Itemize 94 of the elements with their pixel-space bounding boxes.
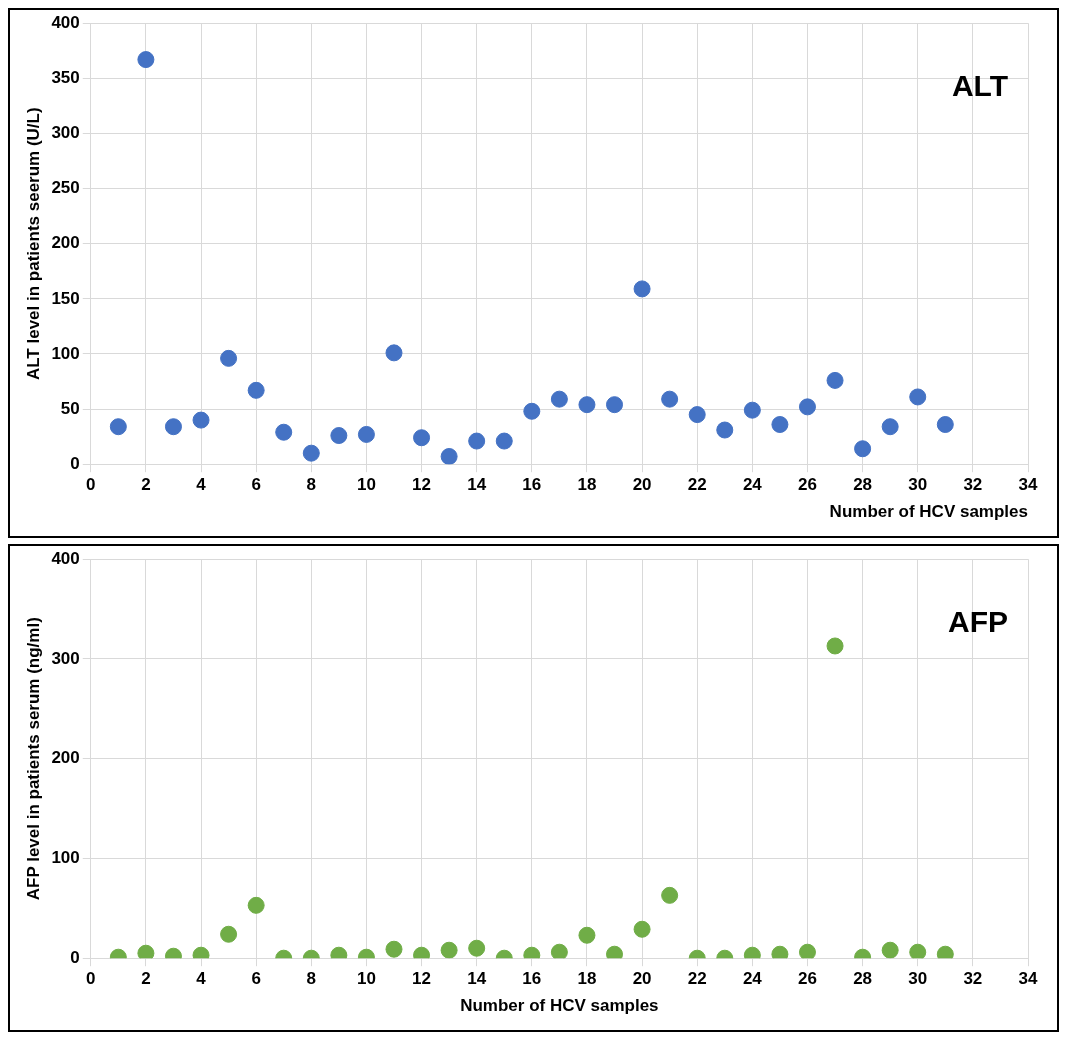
x-tick-label: 16	[522, 969, 542, 989]
point	[798, 398, 816, 416]
point	[164, 418, 182, 436]
point	[716, 421, 734, 439]
point	[661, 886, 679, 904]
point	[247, 896, 265, 914]
point	[661, 390, 679, 408]
y-tick-label: 400	[51, 548, 80, 568]
point	[468, 432, 486, 450]
point	[302, 444, 320, 462]
y-axis-title: ALT level in patients seerum (U/L)	[23, 107, 43, 381]
point	[220, 349, 238, 367]
x-tick-label: 26	[798, 475, 817, 495]
point	[743, 401, 761, 419]
point	[798, 943, 816, 959]
x-tick-label: 30	[908, 969, 928, 989]
x-tick-label: 8	[306, 969, 317, 989]
x-tick-label: 8	[306, 475, 317, 495]
y-tick-label: 250	[51, 178, 80, 198]
text: ALT	[951, 69, 1008, 103]
point	[606, 396, 624, 414]
y-tick-label: 0	[70, 947, 80, 967]
point	[357, 425, 375, 443]
x-tick-label: 2	[141, 475, 151, 495]
y-tick-label: 100	[51, 848, 80, 868]
x-tick-label: 28	[853, 969, 873, 989]
point	[633, 280, 651, 298]
x-tick-label: 0	[86, 969, 96, 989]
point	[440, 447, 458, 465]
point	[247, 381, 265, 399]
point	[936, 416, 954, 434]
point	[826, 371, 844, 389]
x-tick-label: 12	[412, 475, 432, 495]
x-axis-title: Number of HCV samples	[460, 996, 659, 1016]
y-axis-title: AFP level in patients serum (ng/ml)	[23, 617, 43, 901]
x-tick-label: 24	[742, 969, 763, 989]
point	[550, 943, 568, 959]
point	[385, 344, 403, 362]
point	[137, 944, 155, 959]
point	[854, 440, 872, 458]
x-tick-label: 28	[853, 475, 873, 495]
x-tick-label: 24	[742, 475, 763, 495]
x-tick-label: 0	[86, 475, 96, 495]
x-tick-label: 14	[467, 969, 487, 989]
x-tick-label: 22	[687, 475, 707, 495]
x-tick-label: 32	[963, 475, 983, 495]
point	[909, 388, 927, 406]
y-tick-label: 100	[51, 343, 80, 363]
point	[550, 390, 568, 408]
point	[826, 637, 844, 655]
x-tick-label: 26	[798, 969, 817, 989]
point	[909, 943, 927, 959]
text: AFP	[948, 605, 1008, 639]
point	[275, 423, 293, 441]
point	[578, 396, 596, 414]
point	[109, 418, 127, 436]
y-tick-label: 200	[51, 233, 80, 253]
point	[330, 427, 348, 445]
y-tick-label: 300	[51, 123, 80, 143]
x-tick-label: 18	[577, 969, 597, 989]
x-tick-label: 6	[251, 969, 261, 989]
y-tick-label: 0	[70, 453, 80, 473]
x-tick-label: 30	[908, 475, 928, 495]
point	[192, 411, 210, 429]
point	[771, 416, 789, 434]
y-tick-label: 200	[51, 748, 80, 768]
y-tick-label: 400	[51, 12, 80, 32]
y-tick-label: 50	[60, 398, 80, 418]
x-tick-label: 34	[1018, 475, 1038, 495]
point	[523, 402, 541, 420]
point	[137, 51, 155, 69]
x-tick-label: 12	[412, 969, 432, 989]
x-tick-label: 10	[356, 475, 376, 495]
x-tick-label: 4	[196, 475, 207, 495]
point	[413, 429, 431, 447]
x-axis-title: Number of HCV samples	[829, 502, 1028, 522]
x-tick-label: 20	[632, 475, 652, 495]
point	[495, 432, 513, 450]
x-tick-label: 32	[963, 969, 983, 989]
y-tick-label: 350	[51, 68, 80, 88]
x-tick-label: 16	[522, 475, 542, 495]
y-tick-label: 150	[51, 288, 80, 308]
x-tick-label: 2	[141, 969, 151, 989]
x-tick-label: 18	[577, 475, 597, 495]
x-tick-label: 6	[251, 475, 261, 495]
x-tick-label: 22	[687, 969, 707, 989]
point	[688, 406, 706, 424]
x-tick-label: 14	[467, 475, 487, 495]
x-tick-label: 34	[1018, 969, 1038, 989]
y-tick-label: 300	[51, 648, 80, 668]
x-tick-label: 20	[632, 969, 652, 989]
point	[881, 418, 899, 436]
x-tick-label: 10	[356, 969, 376, 989]
x-tick-label: 4	[196, 969, 207, 989]
